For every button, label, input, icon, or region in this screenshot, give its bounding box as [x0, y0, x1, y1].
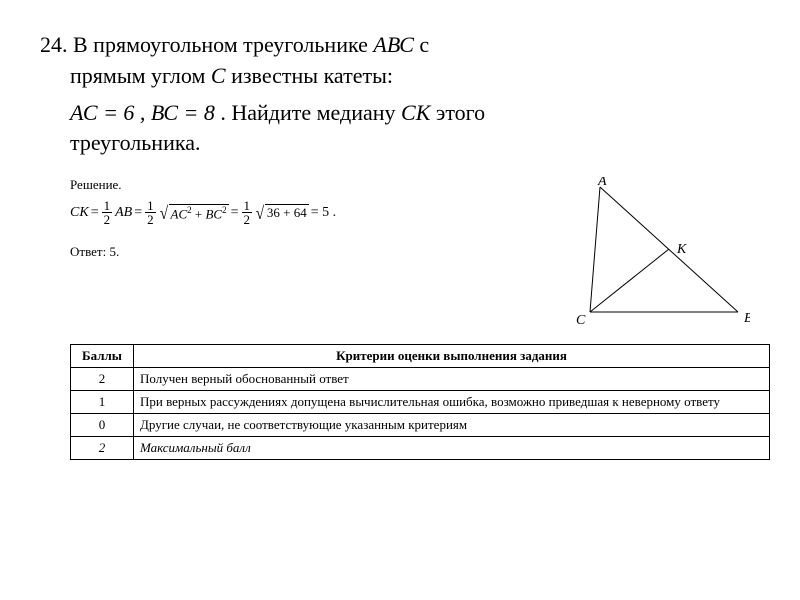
- svg-text:C: C: [576, 313, 586, 328]
- diagram-column: A C B K: [480, 177, 760, 332]
- solution-label: Решение.: [70, 177, 480, 193]
- criteria-header-row: Баллы Критерии оценки выполнения задания: [71, 345, 770, 368]
- criteria-desc: Получен верный обоснованный ответ: [134, 368, 770, 391]
- table-row: 1При верных рассуждениях допущена вычисл…: [71, 391, 770, 414]
- criteria-max-score: 2: [71, 437, 134, 460]
- criteria-desc: При верных рассуждениях допущена вычисли…: [134, 391, 770, 414]
- fraction-half-2: 1 2: [145, 199, 156, 226]
- criteria-max-label: Максимальный балл: [134, 437, 770, 460]
- solution-formula: CK = 1 2 AB = 1 2 √ AC2 + BC2 = 1 2: [70, 199, 480, 226]
- sqrt-2: √ 36 + 64: [255, 204, 309, 221]
- criteria-desc: Другие случаи, не соответствующие указан…: [134, 414, 770, 437]
- problem-statement: 24. В прямоугольном треугольнике АВС с п…: [40, 30, 760, 159]
- criteria-score: 2: [71, 368, 134, 391]
- fraction-half-3: 1 2: [242, 199, 253, 226]
- criteria-score: 0: [71, 414, 134, 437]
- table-row: 2Получен верный обоснованный ответ: [71, 368, 770, 391]
- problem-line1: 24. В прямоугольном треугольнике АВС с п…: [40, 30, 760, 92]
- svg-text:A: A: [597, 177, 607, 189]
- solution-answer: Ответ: 5.: [70, 244, 480, 260]
- sqrt-1: √ AC2 + BC2: [159, 204, 229, 222]
- solution-row: Решение. CK = 1 2 AB = 1 2 √ AC2 + BC2 =: [70, 177, 760, 332]
- fraction-half-1: 1 2: [102, 199, 113, 226]
- criteria-score: 1: [71, 391, 134, 414]
- criteria-head-score: Баллы: [71, 345, 134, 368]
- svg-text:K: K: [676, 242, 687, 257]
- criteria-head-desc: Критерии оценки выполнения задания: [134, 345, 770, 368]
- svg-text:B: B: [744, 311, 750, 326]
- table-row: 0Другие случаи, не соответствующие указа…: [71, 414, 770, 437]
- solution-column: Решение. CK = 1 2 AB = 1 2 √ AC2 + BC2 =: [70, 177, 480, 260]
- criteria-max-row: 2Максимальный балл: [71, 437, 770, 460]
- criteria-table: Баллы Критерии оценки выполнения задания…: [70, 344, 770, 460]
- problem-line2: АС = 6 , ВС = 8 . Найдите медиану СK это…: [40, 98, 760, 160]
- triangle-diagram: A C B K: [480, 177, 750, 332]
- problem-number: 24.: [40, 32, 68, 57]
